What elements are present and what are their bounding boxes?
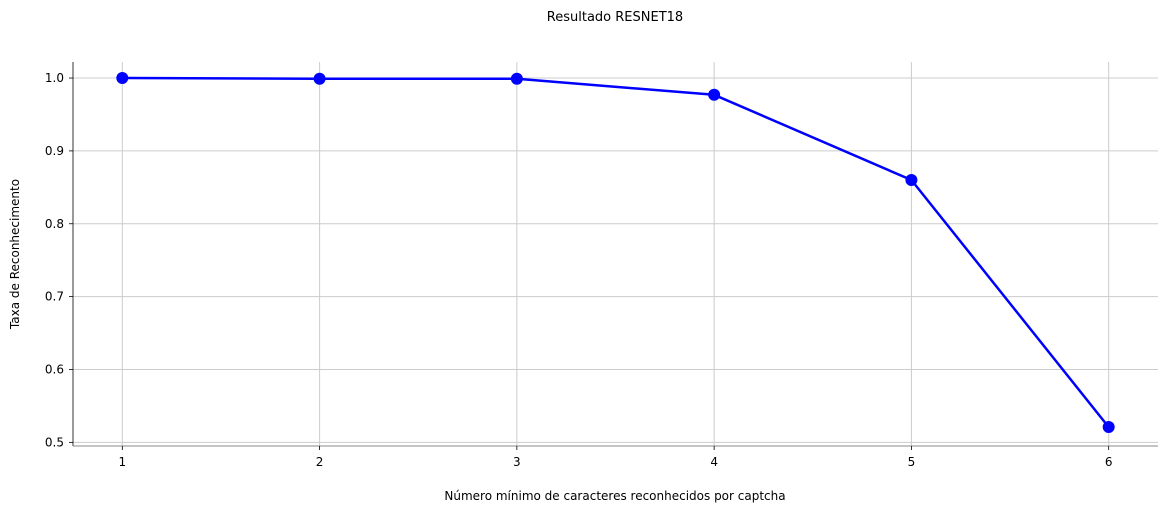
data-point [905, 174, 918, 187]
y-tick-label: 1.0 [45, 71, 64, 85]
x-tick-label: 4 [710, 455, 718, 469]
y-tick-label: 0.6 [45, 362, 64, 376]
data-point [708, 88, 721, 101]
y-axis-title: Taxa de Reconhecimento [8, 179, 22, 330]
x-axis-title: Número mínimo de caracteres reconhecidos… [444, 489, 785, 503]
x-tick-label: 2 [316, 455, 324, 469]
x-tick-label: 1 [118, 455, 126, 469]
series-line [122, 76, 1110, 428]
ticks-layer: 0.5 0.6 0.7 0.8 0.9 1.0 1 2 3 4 5 6 [45, 71, 1113, 469]
y-tick-label: 0.7 [45, 290, 64, 304]
grid-layer [73, 62, 1158, 446]
series-layer [116, 72, 1115, 434]
y-tick-label: 0.9 [45, 144, 64, 158]
y-tick-label: 0.8 [45, 217, 64, 231]
data-point [116, 72, 129, 85]
y-tick-label: 0.5 [45, 435, 64, 449]
axes-layer [72, 62, 1158, 447]
data-point [1102, 421, 1115, 434]
x-tick-label: 5 [908, 455, 916, 469]
data-point [313, 72, 326, 85]
chart-title: Resultado RESNET18 [547, 10, 683, 25]
x-tick-label: 3 [513, 455, 521, 469]
data-point [510, 72, 523, 85]
x-tick-label: 6 [1105, 455, 1113, 469]
